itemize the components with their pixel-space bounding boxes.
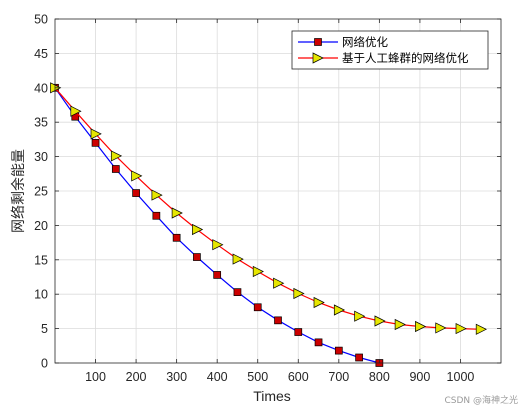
data-point-series-2 bbox=[252, 265, 264, 278]
data-point-series-1 bbox=[314, 338, 323, 347]
x-tick-label: 100 bbox=[85, 370, 106, 384]
axes: 0 5 10 15 20 25 30 35 40 45 50 100 200 300 400 500 600 70… bbox=[34, 13, 501, 384]
data-point-series-2 bbox=[151, 189, 163, 201]
x-tick-label: 500 bbox=[247, 370, 268, 384]
data-point-series-2 bbox=[232, 253, 244, 265]
data-point-series-1 bbox=[91, 138, 100, 147]
series-line-2 bbox=[54, 87, 481, 330]
data-point-series-2 bbox=[131, 170, 143, 182]
data-point-series-2 bbox=[374, 315, 386, 327]
x-axis-title: Times bbox=[253, 388, 291, 404]
x-tick-label: 300 bbox=[166, 370, 187, 384]
data-point-series-2 bbox=[455, 323, 467, 335]
data-point-series-2 bbox=[70, 105, 82, 117]
data-point-series-1 bbox=[274, 316, 282, 325]
y-tick-label: 5 bbox=[41, 322, 48, 336]
y-tick-label: 20 bbox=[34, 219, 48, 233]
legend-marker-series-1 bbox=[314, 38, 322, 46]
y-tick-label: 10 bbox=[34, 288, 48, 302]
data-point-series-2 bbox=[212, 239, 224, 251]
x-tick-label: 200 bbox=[126, 370, 147, 384]
y-tick-label: 50 bbox=[34, 13, 48, 27]
data-point-series-2 bbox=[394, 318, 406, 331]
data-point-series-1 bbox=[253, 303, 262, 312]
data-point-series-2 bbox=[171, 207, 183, 219]
legend: 网络优化 基于人工蜂群的网络优化 bbox=[291, 30, 489, 70]
y-tick-label: 45 bbox=[34, 47, 48, 61]
x-tick-label: 700 bbox=[328, 370, 349, 384]
data-point-series-2 bbox=[415, 320, 427, 333]
y-tick-label: 35 bbox=[34, 116, 48, 130]
data-point-series-2 bbox=[354, 310, 366, 322]
data-point-series-2 bbox=[313, 296, 325, 309]
data-point-series-2 bbox=[475, 323, 487, 335]
data-point-series-1 bbox=[132, 189, 140, 197]
data-point-series-1 bbox=[334, 346, 343, 355]
y-tick-label: 15 bbox=[34, 253, 48, 267]
x-tick-label: 600 bbox=[288, 370, 309, 384]
legend-marker-series-2 bbox=[312, 52, 324, 64]
x-tick-label: 400 bbox=[207, 370, 228, 384]
y-tick-label: 0 bbox=[41, 357, 48, 371]
series-layer bbox=[50, 82, 487, 367]
data-point-series-1 bbox=[355, 353, 363, 362]
y-tick-label: 25 bbox=[34, 185, 48, 199]
data-point-series-1 bbox=[193, 253, 201, 261]
data-point-series-1 bbox=[294, 328, 303, 336]
data-point-series-1 bbox=[213, 271, 222, 279]
legend-box bbox=[291, 30, 489, 70]
data-point-series-2 bbox=[273, 277, 285, 289]
data-point-series-1 bbox=[111, 165, 120, 173]
data-point-series-2 bbox=[333, 304, 346, 316]
data-point-series-2 bbox=[293, 287, 305, 300]
data-point-series-2 bbox=[90, 128, 102, 140]
x-tick-label: 900 bbox=[409, 370, 430, 384]
y-tick-label: 30 bbox=[34, 150, 48, 164]
x-tick-label: 800 bbox=[369, 370, 390, 384]
data-point-series-1 bbox=[152, 211, 161, 220]
legend-label-series-1: 网络优化 bbox=[342, 35, 388, 49]
y-tick-label: 40 bbox=[34, 81, 48, 95]
data-point-series-2 bbox=[435, 322, 447, 334]
watermark: CSDN @海神之光 bbox=[444, 396, 518, 406]
y-axis-title: 网络剩余能量 bbox=[10, 149, 26, 233]
data-point-series-2 bbox=[110, 150, 123, 162]
x-tick-label: 1000 bbox=[447, 370, 475, 384]
legend-label-series-2: 基于人工蜂群的网络优化 bbox=[342, 51, 469, 65]
data-point-series-2 bbox=[192, 223, 204, 236]
data-point-series-1 bbox=[172, 233, 181, 242]
data-point-series-1 bbox=[233, 288, 242, 296]
